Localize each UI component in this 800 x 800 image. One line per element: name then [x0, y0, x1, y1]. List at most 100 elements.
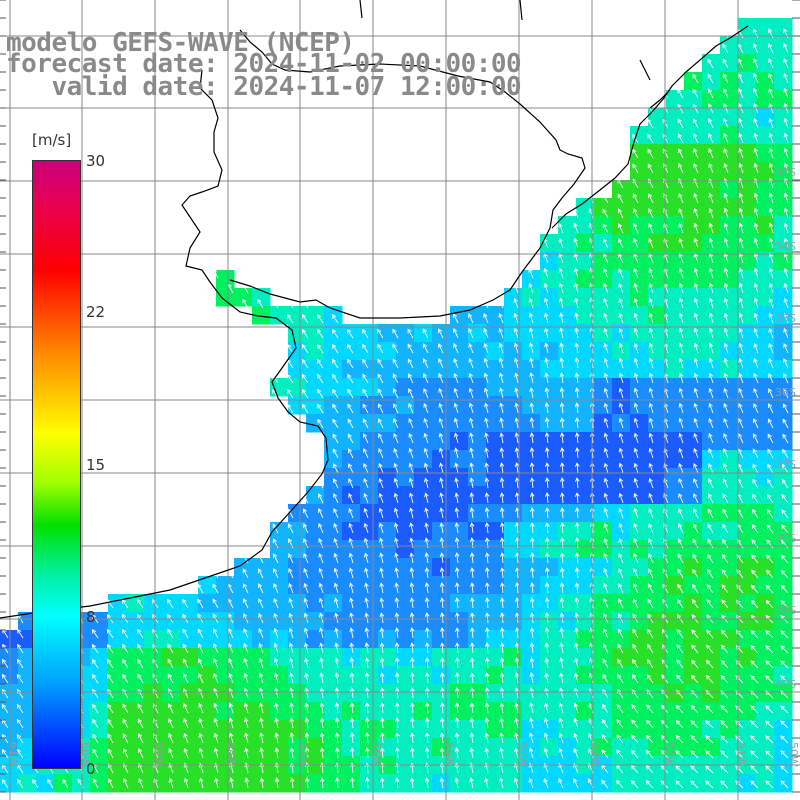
wind-arrow [738, 297, 744, 309]
wind-arrow [723, 372, 729, 384]
wind-arrow [708, 327, 714, 339]
wind-arrow [705, 644, 714, 654]
wind-arrow [348, 463, 354, 474]
wind-arrow [574, 627, 579, 639]
wind-cell [342, 324, 361, 343]
wind-cell [648, 306, 667, 325]
wind-cell [396, 738, 415, 757]
wind-cell [756, 252, 775, 271]
wind-arrow [499, 717, 504, 729]
wind-arrow [242, 553, 249, 564]
wind-cell [720, 126, 739, 145]
wind-arrow [316, 328, 324, 339]
wind-arrow [347, 433, 354, 444]
wind-cell [342, 360, 361, 379]
wind-cell [504, 396, 523, 415]
wind-arrow [378, 433, 384, 444]
wind-arrow [544, 447, 550, 459]
wind-cell [108, 648, 127, 667]
wind-cell [720, 576, 739, 595]
wind-cell [666, 576, 685, 595]
wind-cell [576, 504, 595, 523]
wind-arrow [783, 162, 789, 174]
wind-arrow [318, 508, 324, 519]
wind-arrow [377, 373, 384, 384]
wind-arrow [706, 629, 714, 639]
wind-cell [756, 54, 775, 73]
wind-cell [540, 648, 559, 667]
wind-cell [774, 612, 793, 631]
wind-cell [360, 468, 379, 487]
wind-cell [630, 468, 649, 487]
wind-arrow [377, 388, 384, 399]
wind-arrow [678, 282, 684, 294]
wind-arrow [362, 373, 369, 384]
wind-cell [450, 486, 469, 505]
wind-arrow [514, 717, 519, 729]
wind-arrow [723, 342, 729, 354]
wind-arrow [228, 672, 234, 684]
wind-arrow [662, 163, 669, 174]
wind-arrow [707, 553, 714, 564]
wind-cell [270, 306, 289, 325]
wind-cell [108, 684, 127, 703]
wind-cell [522, 414, 541, 433]
wind-arrow [751, 508, 759, 519]
wind-cell [144, 648, 163, 667]
wind-arrow [454, 567, 460, 579]
wind-arrow [723, 192, 729, 204]
wind-arrow [92, 763, 99, 774]
wind-cell [666, 630, 685, 649]
wind-arrow [708, 192, 714, 204]
wind-arrow [691, 629, 699, 639]
wind-arrow [424, 657, 430, 669]
wind-arrow [780, 735, 789, 744]
wind-arrow [393, 462, 399, 474]
valid-date: valid date: 2024-11-07 12:00:00 [6, 72, 522, 102]
wind-arrow [229, 747, 234, 759]
wind-cell [432, 468, 451, 487]
wind-arrow [708, 222, 714, 234]
wind-cell [342, 684, 361, 703]
wind-arrow [559, 642, 564, 654]
wind-cell [666, 720, 685, 739]
wind-arrow [243, 717, 249, 729]
wind-arrow [707, 73, 714, 84]
wind-arrow [633, 522, 639, 534]
wind-cell [666, 486, 685, 505]
wind-arrow [346, 343, 354, 354]
wind-arrow [274, 732, 279, 744]
wind-cell [738, 126, 757, 145]
wind-arrow [723, 357, 729, 369]
wind-arrow [783, 342, 789, 354]
wind-cell [756, 414, 775, 433]
wind-arrow [529, 357, 534, 369]
wind-cell [630, 576, 649, 595]
wind-cell [414, 720, 433, 739]
wind-arrow [197, 643, 204, 654]
wind-arrow [601, 734, 609, 744]
wind-arrow [228, 642, 234, 654]
wind-cell [378, 594, 397, 613]
wind-arrow [167, 628, 174, 639]
wind-arrow [469, 567, 475, 579]
wind-arrow [168, 732, 174, 744]
wind-arrow [559, 387, 565, 399]
wind-arrow [678, 402, 684, 414]
wind-cell [414, 594, 433, 613]
wind-cell [504, 576, 523, 595]
wind-arrow [319, 687, 325, 699]
wind-arrow [409, 777, 415, 789]
wind-arrow [424, 627, 430, 639]
wind-arrow [316, 343, 324, 354]
wind-cell [630, 630, 649, 649]
wind-arrow [708, 133, 714, 144]
wind-arrow [273, 568, 279, 579]
wind-cell [594, 306, 613, 325]
wind-arrow [573, 778, 579, 789]
wind-cell [684, 594, 703, 613]
wind-arrow [573, 702, 579, 714]
wind-arrow [693, 192, 699, 204]
wind-cell [558, 504, 577, 523]
longitude-label: 54W [516, 742, 529, 767]
